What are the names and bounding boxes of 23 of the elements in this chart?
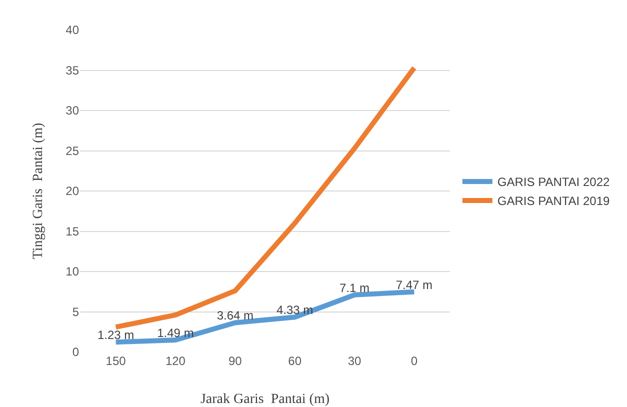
x-tick-label: 0 [410, 354, 418, 368]
y-tick-label: 10 [66, 264, 80, 279]
y-tick-label: 20 [66, 184, 80, 198]
data-label: 7.47 m [396, 278, 433, 292]
x-tick-label: 30 [348, 354, 362, 368]
legend-label: GARIS PANTAI 2022 [497, 175, 610, 190]
x-tick-label: 150 [106, 354, 126, 368]
x-tick-label: 60 [288, 354, 302, 368]
x-axis-title: Jarak Garis Pantai (m) [200, 392, 330, 407]
x-tick-label: 90 [228, 354, 242, 368]
data-label: 1.49 m [157, 326, 194, 340]
y-tick-label: 35 [66, 63, 80, 78]
data-label: 3.64 m [216, 308, 254, 323]
y-tick-label: 25 [66, 144, 80, 158]
x-tick-label: 120 [165, 354, 186, 368]
legend-label: GARIS PANTAI 2019 [497, 194, 610, 208]
data-label: 1.23 m [97, 328, 134, 342]
y-axis-title: Tinggi Garis Pantai (m) [31, 122, 46, 260]
y-tick-label: 40 [66, 23, 80, 38]
y-tick-label: 30 [66, 104, 80, 118]
data-label: 7.1 m [340, 280, 370, 295]
y-tick-label: 5 [72, 304, 80, 319]
y-tick-label: 15 [66, 224, 80, 238]
